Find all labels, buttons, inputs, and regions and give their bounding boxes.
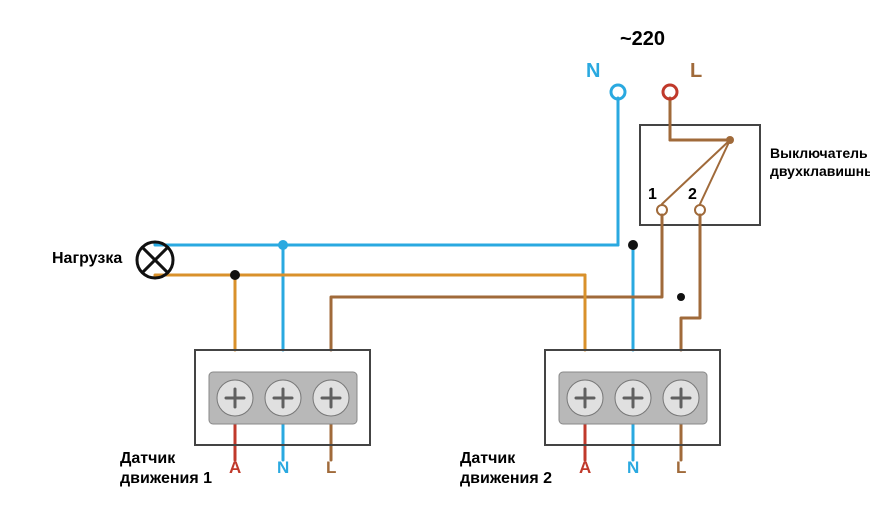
live-label: L <box>690 60 702 83</box>
sensor1-N-label: N <box>277 458 289 478</box>
neutral-label: N <box>586 60 600 83</box>
sensor2-A-label: A <box>579 458 591 478</box>
sensor2-L-label: L <box>676 458 686 478</box>
wiring-diagram <box>0 0 870 506</box>
sensor1-L-label: L <box>326 458 336 478</box>
load-label: Нагрузка <box>52 250 122 268</box>
sensor1-A-label: A <box>229 458 241 478</box>
sensor2-label-line2: движения 2 <box>460 470 552 488</box>
switch-caption-line2: двухклавишный <box>770 163 870 179</box>
switch-caption-line1: Выключатель <box>770 145 868 161</box>
voltage-label: ~220 <box>620 28 665 51</box>
sensor1-label-line1: Датчик <box>120 450 175 468</box>
sensor1-label-line2: движения 1 <box>120 470 212 488</box>
sensor2-N-label: N <box>627 458 639 478</box>
switch-terminal-2-label: 2 <box>688 186 697 204</box>
sensor2-label-line1: Датчик <box>460 450 515 468</box>
switch-terminal-1-label: 1 <box>648 186 657 204</box>
